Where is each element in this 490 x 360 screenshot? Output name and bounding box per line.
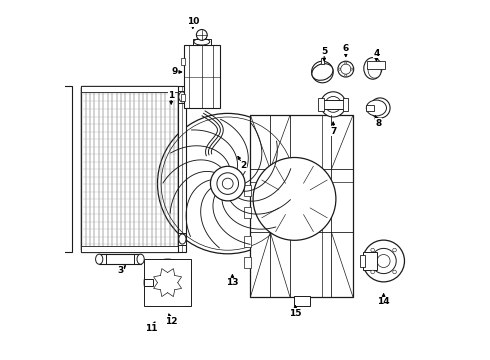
Circle shape [315, 65, 330, 79]
Text: 13: 13 [226, 278, 239, 287]
Bar [178, 233, 186, 245]
Bar [250, 115, 353, 297]
Circle shape [49, 137, 58, 147]
Circle shape [49, 102, 58, 111]
Circle shape [345, 74, 347, 76]
Bar [49, 144, 54, 149]
Ellipse shape [312, 64, 333, 80]
Circle shape [341, 64, 351, 74]
Text: 5: 5 [321, 46, 327, 55]
Bar [49, 94, 56, 119]
Bar [193, 39, 211, 45]
Bar [244, 185, 251, 196]
Circle shape [363, 240, 404, 282]
Circle shape [338, 61, 354, 77]
Circle shape [47, 207, 58, 218]
Bar [61, 86, 72, 252]
Text: 1: 1 [168, 91, 174, 100]
Circle shape [320, 92, 346, 117]
Bar [367, 105, 373, 111]
Bar [144, 259, 191, 306]
Bar [47, 126, 61, 155]
Circle shape [196, 30, 207, 40]
Circle shape [222, 178, 233, 189]
Circle shape [48, 162, 57, 172]
Bar [244, 257, 251, 268]
Bar [184, 45, 220, 108]
Text: 8: 8 [375, 118, 381, 127]
Circle shape [351, 68, 353, 70]
Bar [294, 296, 310, 306]
Text: 7: 7 [330, 126, 337, 135]
Circle shape [163, 278, 172, 287]
Bar [81, 86, 178, 252]
Circle shape [393, 248, 396, 252]
Circle shape [325, 96, 341, 112]
Circle shape [370, 98, 390, 118]
Circle shape [312, 61, 333, 83]
Circle shape [393, 270, 396, 274]
Bar [368, 61, 386, 69]
Circle shape [371, 248, 374, 252]
Circle shape [217, 173, 239, 194]
Text: 10: 10 [187, 17, 199, 26]
Bar [363, 252, 377, 270]
Text: 15: 15 [289, 309, 302, 318]
Bar [99, 254, 141, 264]
Ellipse shape [137, 254, 144, 264]
Bar [181, 94, 185, 101]
Text: 12: 12 [165, 317, 177, 325]
Ellipse shape [367, 100, 387, 116]
Text: 9: 9 [172, 68, 178, 77]
Circle shape [339, 68, 341, 70]
Bar [360, 255, 365, 267]
Bar [47, 151, 61, 184]
Text: 14: 14 [377, 297, 390, 306]
Bar [320, 100, 346, 109]
Ellipse shape [364, 58, 382, 79]
Bar [244, 236, 251, 247]
Circle shape [374, 102, 386, 114]
Circle shape [345, 62, 347, 64]
Bar [144, 279, 153, 286]
Text: 6: 6 [343, 44, 349, 53]
Bar [54, 94, 61, 115]
Circle shape [159, 274, 176, 292]
Bar [181, 58, 185, 65]
Text: 2: 2 [240, 161, 246, 170]
Bar [244, 207, 251, 218]
Bar [81, 86, 178, 92]
Text: 3: 3 [118, 266, 124, 275]
Bar [178, 91, 186, 103]
Circle shape [377, 255, 390, 267]
Circle shape [144, 259, 191, 306]
Bar [178, 86, 186, 252]
Ellipse shape [179, 234, 186, 244]
Bar [318, 98, 324, 111]
Bar [47, 194, 61, 230]
Bar [81, 246, 178, 252]
Circle shape [49, 210, 55, 215]
Bar [50, 257, 60, 266]
Circle shape [253, 158, 336, 240]
Circle shape [157, 113, 298, 254]
Ellipse shape [179, 92, 186, 102]
Ellipse shape [96, 254, 103, 264]
Text: 11: 11 [145, 324, 158, 333]
Bar [343, 98, 348, 111]
Circle shape [151, 266, 184, 299]
Ellipse shape [368, 62, 381, 78]
Circle shape [371, 248, 396, 274]
Text: 4: 4 [373, 49, 380, 58]
Circle shape [371, 270, 374, 274]
Bar [49, 250, 61, 259]
Bar [320, 58, 324, 64]
Circle shape [210, 166, 245, 201]
